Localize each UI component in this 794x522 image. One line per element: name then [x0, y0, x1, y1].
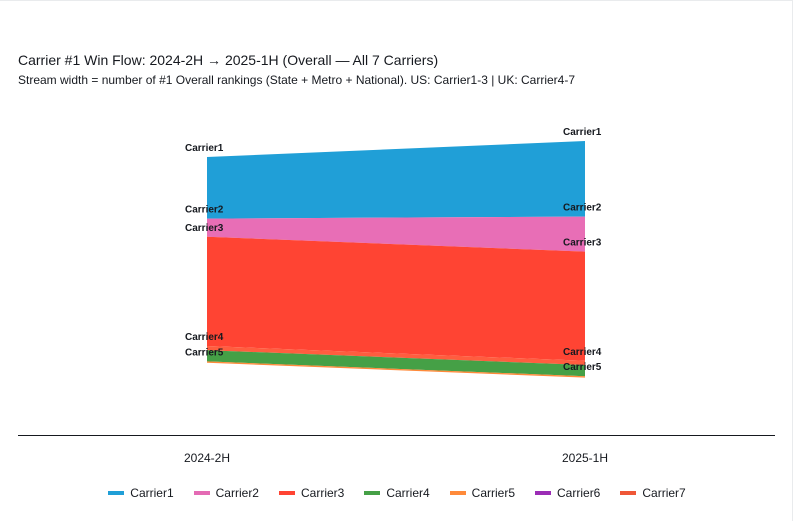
legend-item-carrier3[interactable]: Carrier3 — [278, 485, 345, 501]
legend-item-carrier1[interactable]: Carrier1 — [108, 485, 174, 501]
stream-carrier4-4 — [207, 346, 585, 365]
legend-item-carrier2[interactable]: Carrier2 — [193, 485, 259, 501]
stream-carrier1-0 — [207, 141, 585, 219]
stream-carrier3-2 — [207, 216, 585, 252]
legend-label: Carrier5 — [471, 486, 516, 500]
legend-label: Carrier7 — [642, 486, 686, 500]
x-tick-label: 2024-2H — [184, 451, 230, 465]
x-tick-label: 2025-1H — [562, 451, 608, 465]
stream-label: Carrier5 — [185, 347, 224, 358]
legend-label: Carrier3 — [300, 486, 345, 500]
stream-label: Carrier2 — [185, 205, 224, 216]
legend-swatch — [364, 491, 381, 495]
chart-title: Carrier #1 Win Flow: 2024-2H → 2025-1H (… — [18, 52, 439, 68]
stream-label: Carrier1 — [563, 127, 602, 138]
stream-label: Carrier3 — [563, 238, 602, 249]
legend-item-carrier4[interactable]: Carrier4 — [364, 485, 430, 501]
stream-label: Carrier1 — [185, 143, 224, 154]
legend-swatch — [620, 491, 637, 495]
legend-item-carrier6[interactable]: Carrier6 — [535, 485, 600, 501]
stream-carrier4-5 — [207, 350, 585, 377]
legend-label: Carrier4 — [386, 486, 430, 500]
legend-swatch — [108, 491, 125, 495]
stream-label: Carrier5 — [563, 362, 602, 373]
legend-swatch — [278, 491, 295, 495]
legend-label: Carrier6 — [557, 486, 601, 500]
stream-carrier3-3 — [207, 236, 585, 361]
stream-carrier5-6 — [207, 361, 585, 378]
stream-label: Carrier4 — [185, 332, 224, 343]
legend-label: Carrier1 — [130, 486, 174, 500]
stream-label: Carrier2 — [563, 203, 602, 214]
legend-item-carrier7[interactable]: Carrier7 — [620, 485, 686, 501]
chart-subtitle: Stream width = number of #1 Overall rank… — [18, 73, 575, 87]
legend-swatch — [193, 491, 210, 495]
legend: Carrier1 Carrier2 Carrier3 Carrier4 Carrier5… — [0, 485, 794, 501]
stream-label: Carrier4 — [563, 347, 602, 358]
stream-label: Carrier3 — [185, 223, 224, 234]
legend-item-carrier5[interactable]: Carrier5 — [449, 485, 516, 501]
legend-label: Carrier2 — [215, 486, 259, 500]
legend-swatch — [535, 491, 552, 495]
legend-swatch — [449, 491, 466, 495]
